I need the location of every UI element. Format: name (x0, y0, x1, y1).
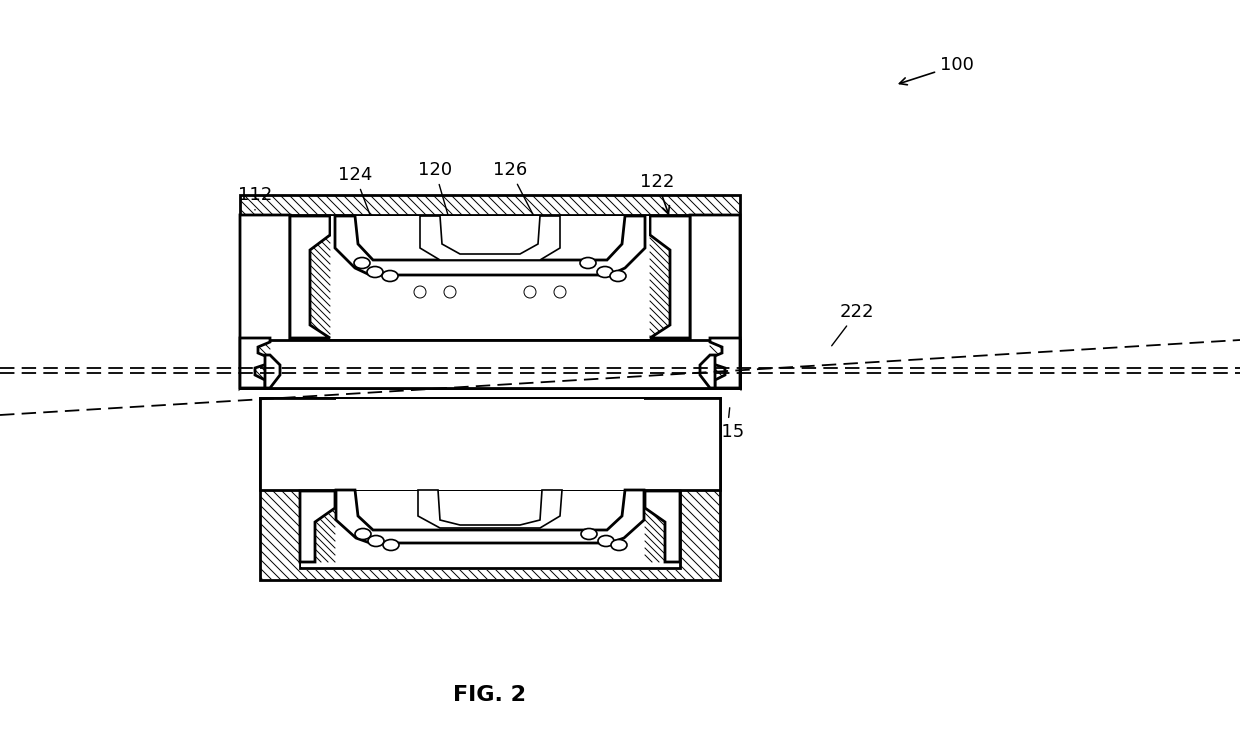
Bar (241, 340, 740, 388)
Bar (301, 491, 680, 567)
Ellipse shape (383, 539, 399, 551)
Text: 120: 120 (418, 161, 453, 219)
Ellipse shape (355, 528, 371, 539)
Polygon shape (650, 216, 689, 338)
Text: FIG. 2: FIG. 2 (454, 685, 527, 705)
Polygon shape (265, 355, 280, 388)
Bar (241, 340, 740, 388)
Ellipse shape (382, 270, 398, 282)
Polygon shape (420, 216, 560, 260)
Bar (260, 398, 720, 490)
Text: 222: 222 (832, 303, 874, 346)
Ellipse shape (611, 539, 627, 551)
Polygon shape (290, 216, 330, 338)
Circle shape (444, 286, 456, 298)
Bar (336, 399, 644, 490)
Ellipse shape (582, 528, 596, 539)
Polygon shape (689, 215, 740, 388)
Text: 116: 116 (665, 296, 699, 314)
Polygon shape (701, 355, 715, 388)
Bar (260, 398, 720, 490)
Ellipse shape (598, 536, 614, 547)
Polygon shape (300, 491, 335, 562)
Bar (241, 195, 740, 388)
Text: 112: 112 (238, 186, 272, 210)
Polygon shape (335, 216, 645, 275)
Bar (331, 216, 649, 338)
Polygon shape (241, 215, 290, 388)
Ellipse shape (353, 258, 370, 268)
Polygon shape (418, 490, 562, 528)
Text: 126: 126 (492, 161, 538, 226)
Text: 115: 115 (711, 408, 744, 441)
Polygon shape (241, 215, 290, 388)
Polygon shape (336, 490, 644, 543)
Ellipse shape (580, 258, 596, 268)
Ellipse shape (610, 270, 626, 282)
Text: 100: 100 (899, 56, 973, 85)
Ellipse shape (368, 536, 384, 547)
Bar (290, 215, 689, 340)
Bar (300, 490, 680, 568)
Bar (260, 398, 720, 580)
Circle shape (414, 286, 427, 298)
Ellipse shape (367, 267, 383, 277)
Polygon shape (711, 338, 740, 388)
Ellipse shape (596, 267, 613, 277)
Circle shape (554, 286, 565, 298)
Bar (291, 216, 689, 339)
Polygon shape (645, 491, 680, 562)
Circle shape (525, 286, 536, 298)
Text: 124: 124 (337, 166, 374, 226)
Bar (300, 480, 680, 570)
Text: 122: 122 (640, 173, 675, 214)
Polygon shape (241, 338, 270, 388)
